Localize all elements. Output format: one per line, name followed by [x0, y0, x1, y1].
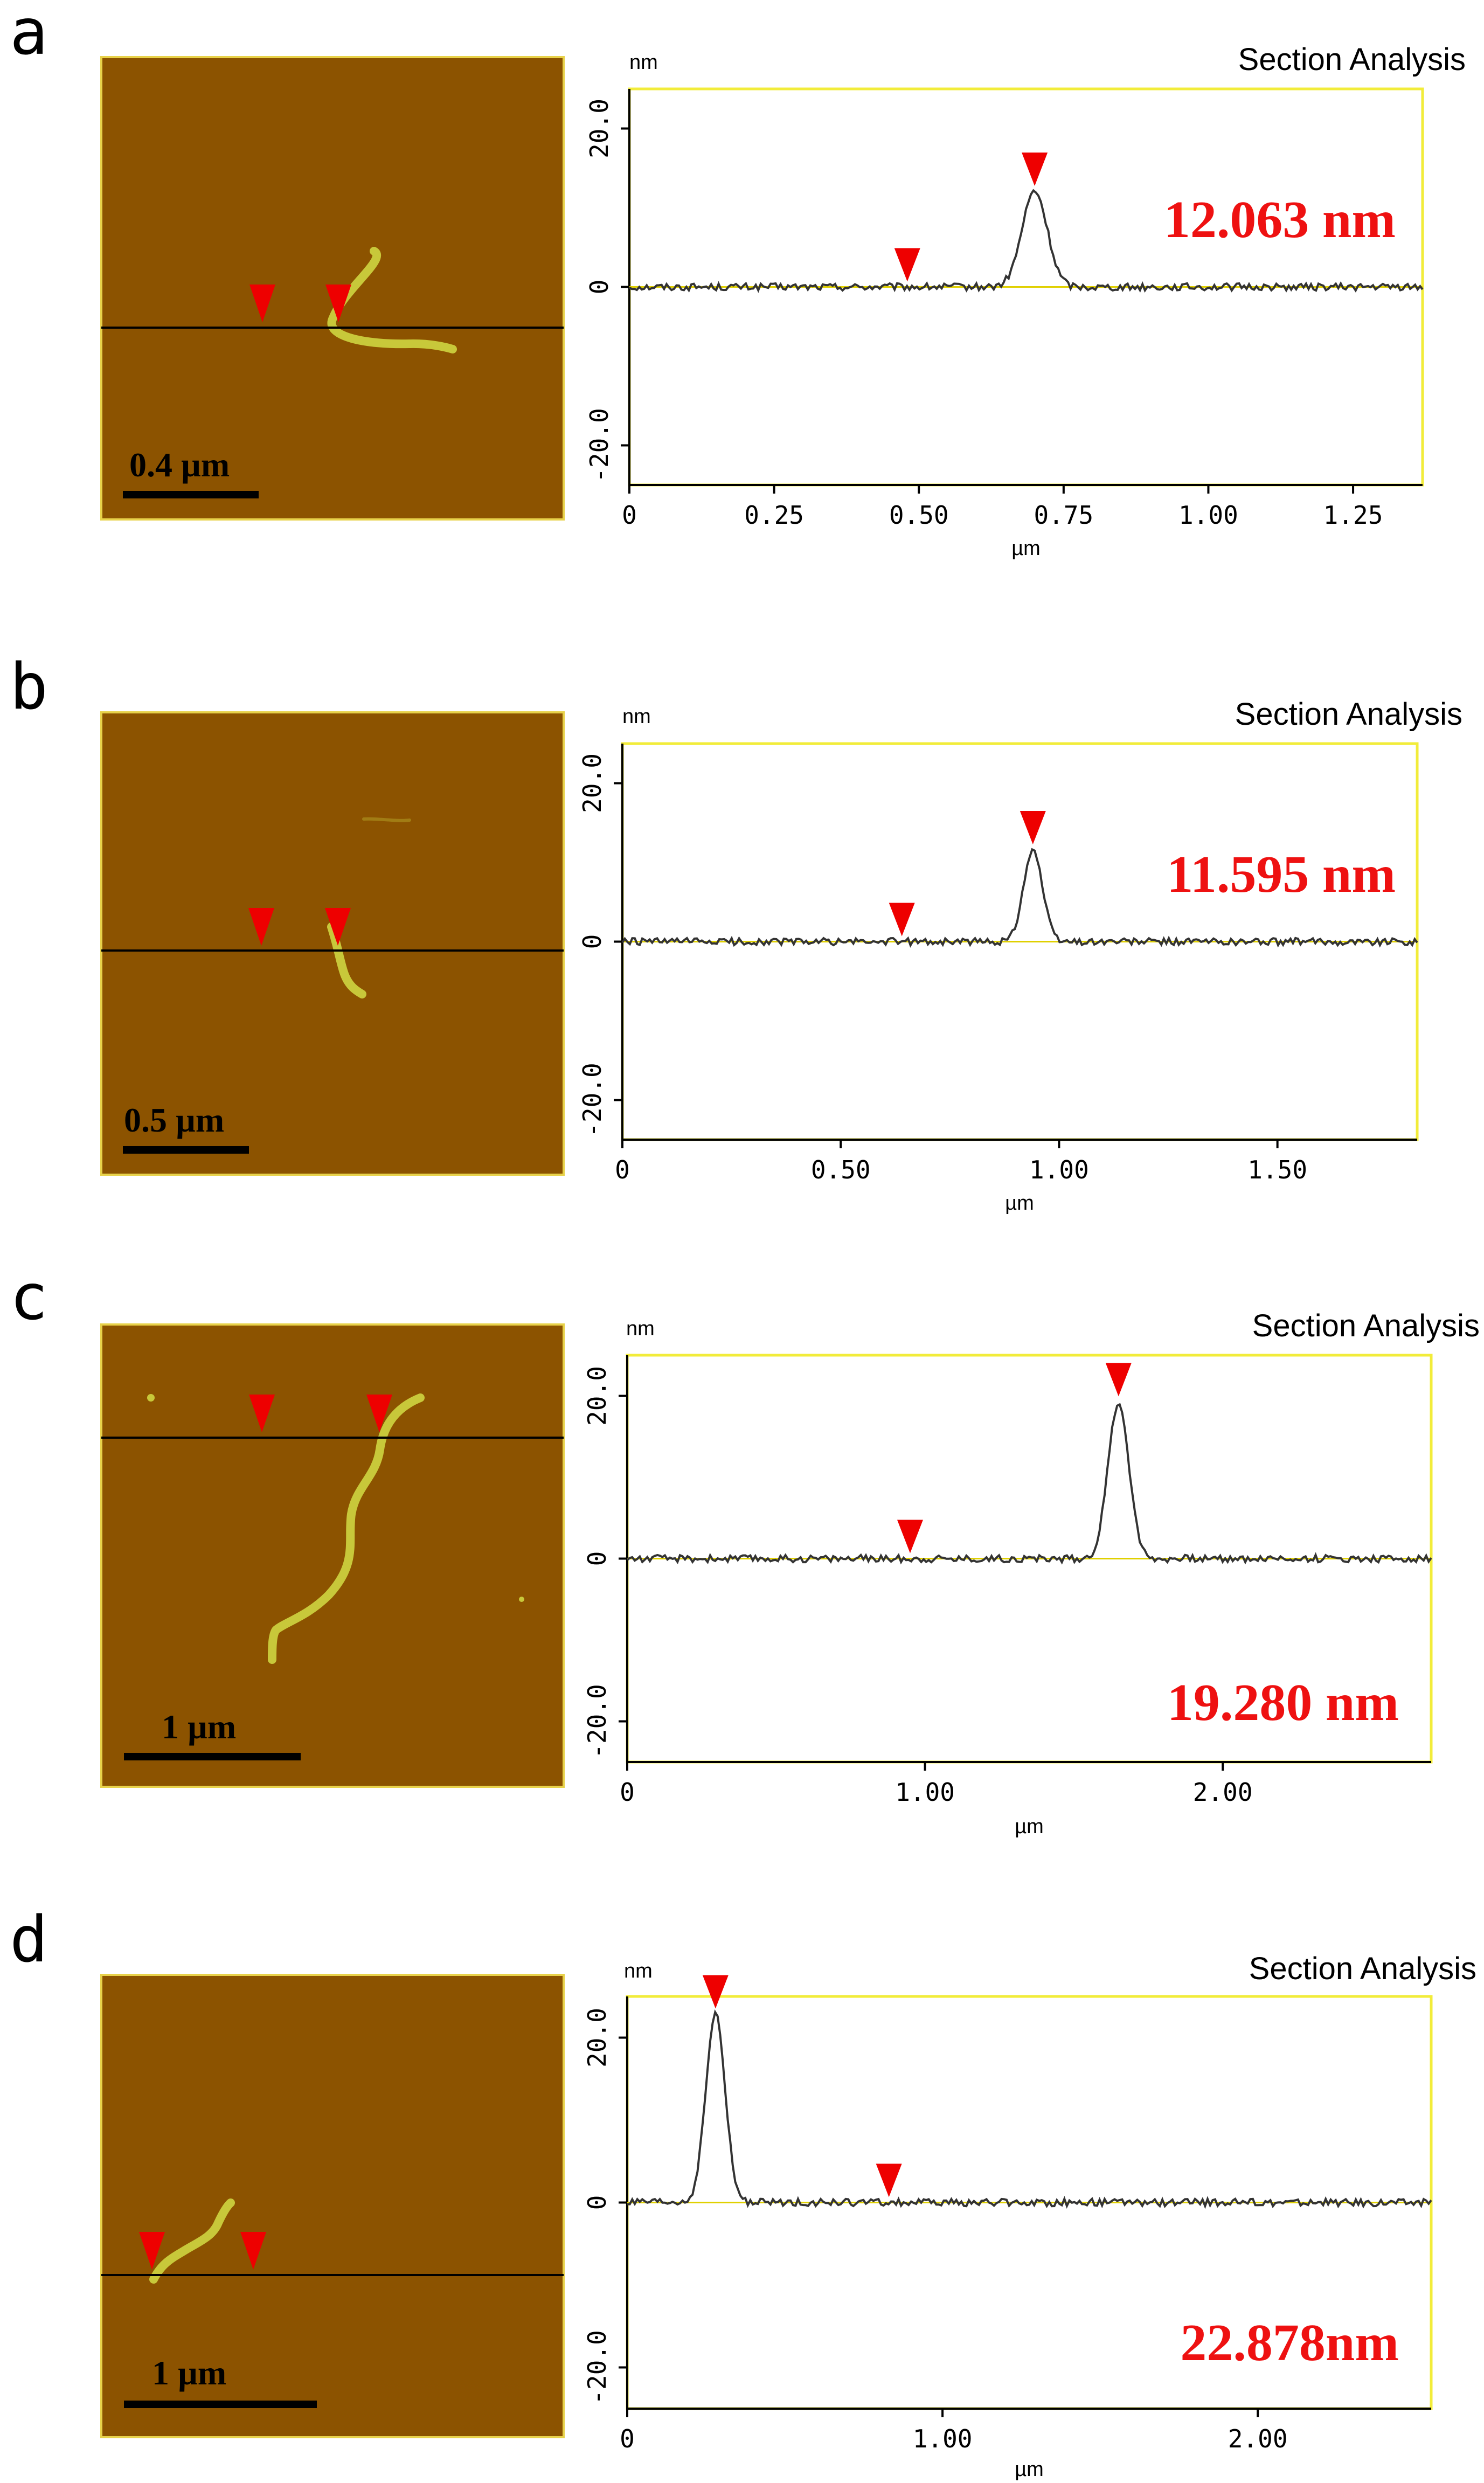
fibril: [149, 2198, 235, 2284]
height-profile-line: [621, 848, 1418, 948]
x-tick-label: 2.00: [1228, 2424, 1288, 2453]
x-tick-label: 1.00: [913, 2424, 973, 2453]
section-title: Section Analysis: [1235, 697, 1462, 732]
y-tick-label: 20.0: [582, 1366, 612, 1426]
y-unit-label: nm: [622, 705, 651, 728]
panel-c: c 1 µm Section Analysis nm 19.280 nm µm …: [10, 1260, 1480, 1838]
x-tick-label: 0: [620, 1778, 635, 1807]
section-marker: [1105, 1363, 1132, 1397]
x-tick-label: 1.25: [1323, 501, 1383, 530]
x-tick-label: 2.00: [1193, 1778, 1253, 1807]
panel-b: b 0.5 µm Section Analysis nm 11.595 nm µ…: [10, 649, 1462, 1215]
marker-left: [249, 285, 275, 322]
afm-image-background: [100, 1323, 565, 1788]
afm-image: 0.4 µm: [100, 56, 565, 521]
profile-chart: 11.595 nm µm 0 0.50 1.00 1.50 20.0 0 -20.0: [578, 742, 1419, 1215]
x-tick-label: 1.00: [1029, 1155, 1089, 1184]
section-marker: [897, 1520, 923, 1553]
section-marker: [1022, 152, 1048, 186]
scale-label: 0.5 µm: [124, 1101, 224, 1139]
fibril: [327, 923, 366, 998]
y-tick-label: 0: [578, 934, 607, 949]
height-annotation: 22.878nm: [1180, 2314, 1399, 2372]
section-marker: [894, 248, 920, 282]
height-profile-line: [627, 2009, 1432, 2209]
section-marker: [702, 1975, 729, 2009]
y-tick-label: 20.0: [582, 2008, 612, 2068]
fibril: [268, 1393, 425, 1664]
marker-right: [325, 908, 351, 946]
marker-left: [139, 2232, 165, 2270]
x-unit-label: µm: [1011, 537, 1041, 560]
particle: [519, 1597, 524, 1602]
marker-left: [248, 908, 274, 946]
x-tick-label: 0: [615, 1155, 630, 1184]
height-profile-line: [629, 189, 1424, 293]
afm-image: 1 µm: [100, 1323, 565, 1788]
x-tick-label: 0: [620, 2424, 635, 2453]
x-tick-label: 1.50: [1247, 1155, 1307, 1184]
marker-right: [366, 1395, 392, 1432]
fibril: [327, 247, 457, 353]
x-tick-label: 0.75: [1034, 501, 1093, 530]
x-tick-label: 0.50: [889, 501, 949, 530]
y-tick-label: -20.0: [582, 2330, 612, 2404]
y-tick-label: 0: [582, 1551, 612, 1566]
profile-chart: 22.878nm µm 0 1.00 2.00 20.0 0 -20.0: [582, 1975, 1433, 2481]
panel-letter: c: [10, 1260, 48, 1334]
section-marker: [889, 903, 915, 937]
section-title: Section Analysis: [1238, 42, 1466, 77]
marker-right: [240, 2232, 266, 2270]
y-tick-label: -20.0: [578, 1063, 607, 1137]
x-unit-label: µm: [1015, 1815, 1044, 1838]
afm-image-background: [100, 1974, 565, 2438]
section-marker: [876, 2163, 902, 2197]
marker-left: [249, 1395, 275, 1432]
panel-d: d 1 µm Section Analysis nm 22.878nm µm 0…: [10, 1902, 1476, 2481]
y-tick-label: 0: [582, 2195, 612, 2210]
panel-letter: a: [10, 0, 48, 69]
height-annotation: 11.595 nm: [1167, 845, 1396, 904]
y-unit-label: nm: [624, 1960, 653, 1982]
x-tick-label: 1.00: [1178, 501, 1238, 530]
y-tick-label: -20.0: [582, 1684, 612, 1758]
marker-right: [325, 285, 351, 322]
panel-a: a 0.4 µm Section Analysis nm 12.063 nm µ…: [10, 0, 1466, 560]
y-tick-label: -20.0: [585, 408, 614, 482]
x-unit-label: µm: [1015, 2458, 1044, 2481]
scale-label: 1 µm: [162, 1708, 236, 1746]
afm-image: 1 µm: [100, 1974, 565, 2438]
y-tick-label: 20.0: [585, 99, 614, 158]
particle: [147, 1394, 155, 1402]
y-unit-label: nm: [626, 1317, 655, 1340]
height-annotation: 12.063 nm: [1164, 191, 1396, 249]
y-tick-label: 0: [585, 280, 614, 295]
panel-letter: b: [10, 649, 48, 724]
x-tick-label: 0: [622, 501, 637, 530]
faint-fibril: [362, 817, 411, 822]
y-tick-label: 20.0: [578, 753, 607, 813]
height-annotation: 19.280 nm: [1167, 1674, 1399, 1732]
scale-label: 1 µm: [152, 2354, 226, 2392]
x-tick-label: 0.50: [811, 1155, 871, 1184]
x-tick-label: 0.25: [744, 501, 804, 530]
x-tick-label: 1.00: [895, 1778, 955, 1807]
section-title: Section Analysis: [1249, 1951, 1476, 1986]
afm-image: 0.5 µm: [100, 711, 565, 1176]
panel-letter: d: [10, 1902, 48, 1976]
y-unit-label: nm: [629, 51, 658, 74]
profile-chart: 19.280 nm µm 0 1.00 2.00 20.0 0 -20.0: [582, 1354, 1433, 1838]
x-unit-label: µm: [1005, 1192, 1034, 1215]
profile-chart: 12.063 nm µm 0 0.25 0.50 0.75 1.00 1.2520.00-…: [585, 87, 1424, 560]
height-profile-line: [626, 1403, 1432, 1565]
section-marker: [1020, 811, 1046, 845]
scale-label: 0.4 µm: [129, 446, 230, 484]
section-title: Section Analysis: [1252, 1308, 1480, 1343]
